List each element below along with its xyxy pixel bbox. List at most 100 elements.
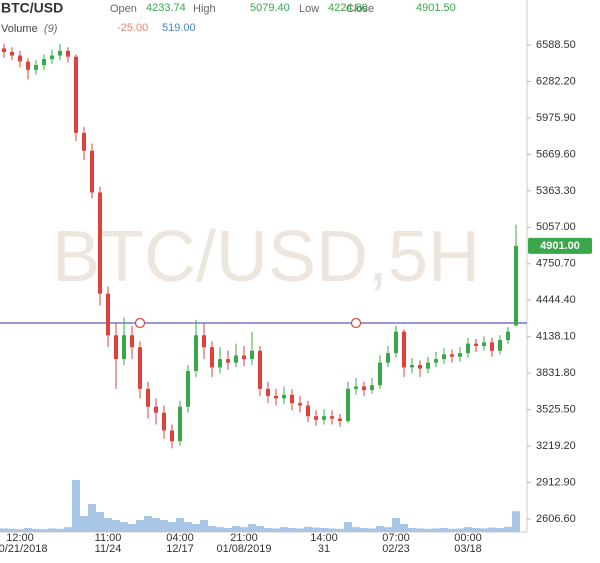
- x-tick-label: 00:00: [454, 532, 482, 544]
- candle-body: [170, 430, 174, 442]
- volume-bar: [216, 527, 224, 532]
- price-tag-label: 4901.00: [540, 240, 580, 252]
- volume-bar: [296, 528, 304, 532]
- volume-bar: [208, 526, 216, 532]
- volume-bar: [104, 518, 112, 532]
- y-tick-label: 2606.60: [536, 513, 576, 525]
- volume-bar: [400, 524, 408, 532]
- volume-bar: [224, 528, 232, 532]
- candle-body: [346, 388, 350, 421]
- volume-bar: [272, 528, 280, 532]
- candle-body: [370, 385, 374, 391]
- y-tick-label: 3219.20: [536, 440, 576, 452]
- candle-body: [394, 331, 398, 354]
- volume-bar: [72, 480, 80, 532]
- volume-bar: [176, 518, 184, 532]
- volume-bar: [352, 527, 360, 532]
- y-tick-label: 3831.80: [536, 367, 576, 379]
- candle-body: [26, 61, 30, 70]
- candle-body: [338, 418, 342, 421]
- candle-body: [210, 347, 214, 368]
- volume-bar: [96, 512, 104, 532]
- x-tick-label: 12:00: [6, 532, 34, 544]
- candle-body: [250, 350, 254, 360]
- low-label: Low: [299, 3, 319, 15]
- candle-body: [290, 394, 294, 404]
- candle-body: [490, 342, 494, 351]
- candle-body: [242, 355, 246, 360]
- volume-bar: [8, 528, 16, 532]
- candle-body: [90, 150, 94, 193]
- candle-body: [458, 353, 462, 357]
- candle-body: [122, 335, 126, 360]
- x-date-label: 11/24: [95, 543, 122, 555]
- volume-bar: [472, 528, 480, 532]
- candle-body: [234, 355, 238, 363]
- volume-bar: [80, 516, 88, 532]
- candle-body: [274, 395, 278, 399]
- candle-body: [74, 56, 78, 133]
- candle-body: [82, 132, 86, 151]
- candle-body: [442, 354, 446, 360]
- x-date-label: 03/18: [454, 543, 482, 555]
- volume-bar: [424, 528, 432, 532]
- volume-bar: [328, 528, 336, 532]
- volume-bar: [184, 522, 192, 532]
- candle-body: [18, 55, 22, 62]
- candle-body: [426, 362, 430, 369]
- candle-body: [66, 50, 70, 57]
- candle-body: [298, 403, 302, 406]
- close-value: 4901.50: [416, 2, 456, 14]
- line-marker: [134, 317, 146, 329]
- volume-bar: [120, 522, 128, 532]
- volume-label: Volume: [1, 23, 38, 35]
- volume-bar: [312, 527, 320, 532]
- volume-bar: [344, 522, 352, 532]
- y-tick-label: 4138.10: [536, 331, 576, 343]
- candle-body: [50, 55, 54, 60]
- candle-body: [378, 362, 382, 386]
- candle-body: [354, 386, 358, 389]
- volume-bar: [488, 527, 496, 532]
- volume-bar: [432, 528, 440, 532]
- volume-bar: [392, 518, 400, 532]
- volume-bar: [152, 518, 160, 532]
- candle-body: [130, 335, 134, 348]
- close-label: Close: [346, 3, 374, 15]
- candle-body: [58, 50, 62, 56]
- volume-bar: [192, 524, 200, 532]
- candle-body: [402, 331, 406, 368]
- candle-body: [330, 416, 334, 419]
- x-tick-label: 04:00: [166, 532, 194, 544]
- volume-bar: [64, 527, 72, 532]
- volume-bar: [384, 527, 392, 532]
- candle-body: [514, 245, 518, 326]
- volume-period: (9): [44, 23, 58, 35]
- watermark: BTC/USD,5H: [52, 217, 480, 297]
- candle-body: [322, 416, 326, 420]
- volume-bar: [368, 528, 376, 532]
- candle-body: [226, 359, 230, 363]
- volume-bar: [240, 527, 248, 532]
- candle-body: [2, 48, 6, 52]
- volume-bar: [168, 522, 176, 532]
- y-tick-label: 6588.50: [536, 39, 576, 51]
- volume-bar: [320, 528, 328, 532]
- x-date-label: 10/21/2018: [0, 543, 48, 555]
- candle-body: [186, 370, 190, 407]
- y-tick-label: 5057.00: [536, 221, 576, 233]
- y-tick-label: 2912.90: [536, 476, 576, 488]
- candle-body: [106, 293, 110, 336]
- candle-body: [162, 412, 166, 431]
- candle-body: [434, 359, 438, 363]
- candle-body: [362, 386, 366, 391]
- volume-bar: [280, 527, 288, 532]
- volume-bar: [200, 520, 208, 532]
- candle-body: [266, 388, 270, 396]
- price-tag: [528, 237, 592, 254]
- candle-body: [138, 347, 142, 389]
- x-date-label: 12/17: [166, 543, 194, 555]
- candle-body: [314, 416, 318, 420]
- volume-bar: [376, 526, 384, 532]
